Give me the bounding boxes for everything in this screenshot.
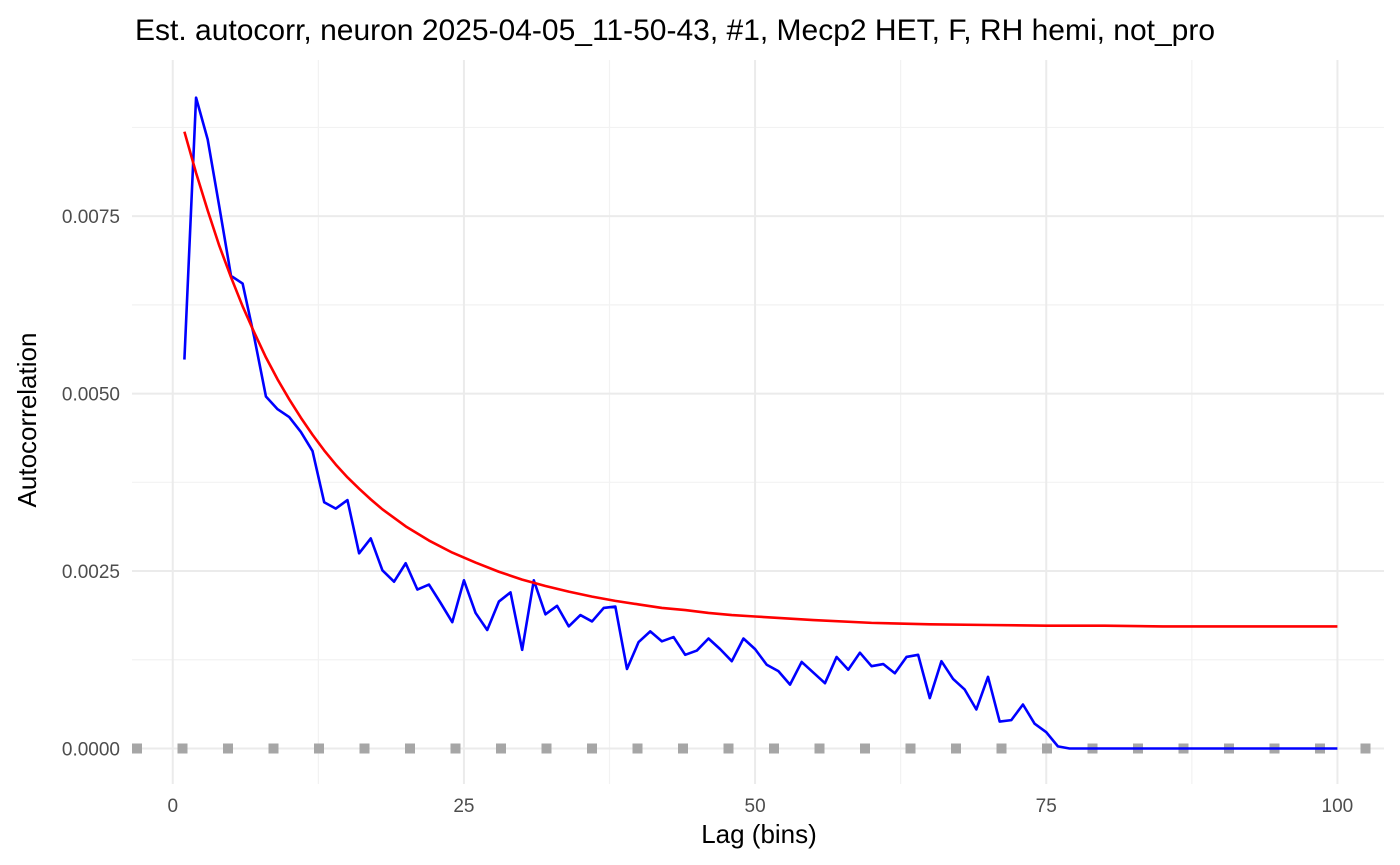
x-tick-label-3: 75 [1036,796,1057,817]
y-tick-label-3: 0.0075 [62,207,120,228]
series-line-0 [183,96,1338,750]
x-tick-label-2: 50 [745,796,766,817]
x-tick-label-0: 0 [167,796,178,817]
y-tick-label-2: 0.0050 [62,385,120,406]
x-tick-label-1: 25 [453,796,474,817]
x-tick-label-4: 100 [1322,796,1354,817]
grid-lines [132,60,1384,784]
series-line-1 [183,131,1338,628]
chart-title: Est. autocorr, neuron 2025-04-05_11-50-4… [135,14,1215,47]
y-tick-label-0: 0.0000 [62,740,120,761]
y-axis-ticks: 0.0000 0.0025 0.0050 0.0075 [62,207,120,760]
y-axis-title: Autocorrelation [12,333,42,508]
y-tick-label-1: 0.0025 [62,562,120,583]
x-axis-title: Lag (bins) [701,819,817,849]
x-axis-ticks: 0 25 50 75 100 [167,796,1353,817]
series-lines [132,96,1384,754]
